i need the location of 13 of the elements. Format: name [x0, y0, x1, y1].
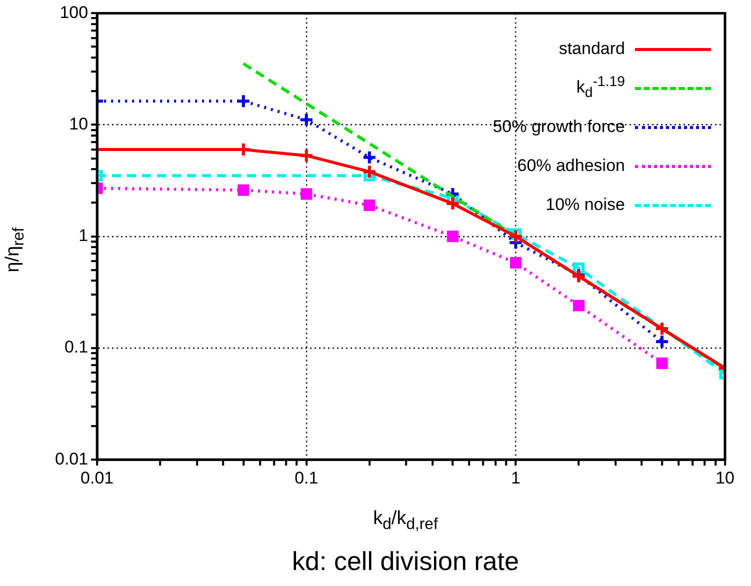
legend-label: 60% adhesion [517, 156, 625, 176]
y-tick-label: 1 [78, 226, 88, 246]
x-axis-title: k$_{d}$/k$_{d,ref}$ [372, 508, 439, 534]
text: kd: cell division rate [291, 546, 520, 577]
x-tick-label: 0.1 [294, 468, 318, 488]
y-tick-label: 0.01 [54, 449, 88, 468]
y-tick-label: 0.1 [64, 338, 88, 357]
x-tick-label: 1 [510, 468, 520, 488]
legend-label: 10% noise [546, 195, 625, 215]
y-tick-label: 10 [69, 114, 88, 134]
x-tick-label: 10 [716, 468, 734, 488]
y-tick-label: 100 [60, 2, 88, 22]
legend-label: standard [558, 39, 625, 59]
